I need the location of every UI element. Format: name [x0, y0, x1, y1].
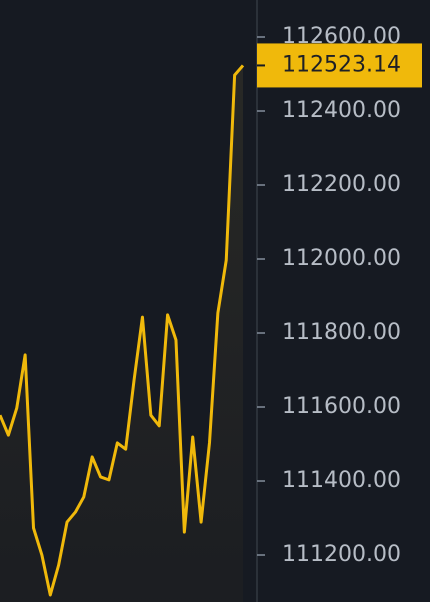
y-tick-label: 111600.00 — [282, 394, 401, 419]
price-tag — [257, 43, 422, 88]
area — [0, 65, 243, 602]
y-tick-label: 111200.00 — [282, 542, 401, 567]
y-tick-label: 112000.00 — [282, 246, 401, 271]
last-price-label: 112523.14 — [282, 52, 401, 77]
y-tick-label: 111800.00 — [282, 320, 401, 345]
y-tick-label: 111400.00 — [282, 468, 401, 493]
y-tick-label: 112200.00 — [282, 172, 401, 197]
y-tick-label: 112400.00 — [282, 98, 401, 123]
price-line — [0, 64, 245, 597]
